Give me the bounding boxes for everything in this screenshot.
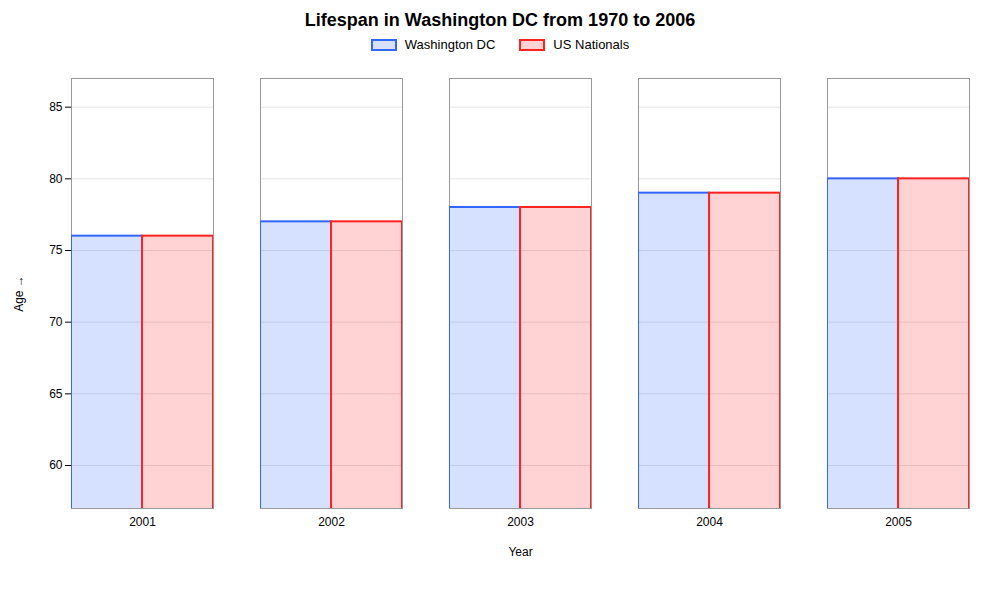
svg-text:65: 65 bbox=[49, 387, 63, 401]
html-text:Washington DC: Washington DC bbox=[404, 37, 496, 52]
svg-text:85: 85 bbox=[49, 100, 63, 114]
svg-text:2003: 2003 bbox=[507, 515, 534, 529]
svg-text:80: 80 bbox=[49, 172, 63, 186]
html-text:US Nationals: US Nationals bbox=[553, 37, 630, 52]
svg-text:2002: 2002 bbox=[318, 515, 345, 529]
svg-text:Age →: Age → bbox=[12, 275, 26, 312]
svg-text:Year: Year bbox=[508, 545, 532, 559]
svg-text:2001: 2001 bbox=[129, 515, 156, 529]
svg-text:2005: 2005 bbox=[885, 515, 912, 529]
svg-text:70: 70 bbox=[49, 315, 63, 329]
svg-text:60: 60 bbox=[49, 458, 63, 472]
svg-text:2004: 2004 bbox=[696, 515, 723, 529]
svg-text:75: 75 bbox=[49, 243, 63, 257]
html-text:Lifespan in Washington DC from: Lifespan in Washington DC from 1970 to 2… bbox=[304, 10, 696, 30]
